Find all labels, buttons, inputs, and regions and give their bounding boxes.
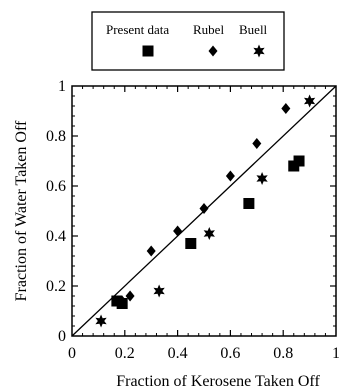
legend-diamond-icon [208, 45, 218, 57]
legend-square-icon [142, 45, 154, 57]
star-point [203, 227, 215, 240]
star-point [153, 284, 165, 298]
square-point [243, 198, 255, 209]
diamond-point [125, 290, 135, 302]
legend-star-icon [253, 44, 265, 58]
diamond-point [117, 295, 127, 307]
plot-frame [71, 85, 337, 337]
legend: Present data Rubel Buell [91, 11, 285, 71]
x-tick-label: 0.8 [273, 345, 293, 362]
legend-label: Buell [239, 22, 268, 37]
star-point [95, 314, 107, 328]
y-tick-label: 0.8 [46, 128, 66, 145]
y-tick-label: 0.2 [46, 278, 66, 295]
star-point [303, 94, 316, 108]
square-point [293, 155, 305, 167]
x-axis-title: Fraction of Kerosene Taken Off [116, 373, 320, 390]
y-tick-label: 0 [58, 328, 66, 345]
legend-label: Present data [106, 22, 169, 37]
x-tick-label: 1 [332, 345, 339, 362]
data-points [95, 94, 316, 328]
legend-box [91, 11, 285, 71]
y-tick-label: 0.6 [46, 178, 66, 195]
square-point [185, 238, 197, 249]
diamond-point [199, 203, 209, 214]
y-tick-label: 0.4 [46, 228, 66, 245]
axis-ticks: 0 0.2 0.4 0.6 0.8 1 0 0.2 0.4 0.6 0.8 1 [46, 78, 339, 362]
diamond-point [146, 245, 156, 257]
y-tick-label: 1 [58, 78, 66, 95]
x-tick-label: 0.4 [168, 345, 188, 362]
diamond-point [173, 225, 183, 237]
x-tick-label: 0.6 [220, 345, 240, 362]
star-point [256, 172, 268, 185]
x-tick-label: 0 [68, 345, 76, 362]
y-axis-title: Fraction of Water Taken Off [13, 120, 30, 301]
diamond-point [281, 103, 291, 114]
diamond-point [225, 170, 235, 182]
x-tick-label: 0.2 [115, 345, 135, 362]
diamond-point [252, 138, 262, 149]
legend-label: Rubel [193, 22, 224, 37]
